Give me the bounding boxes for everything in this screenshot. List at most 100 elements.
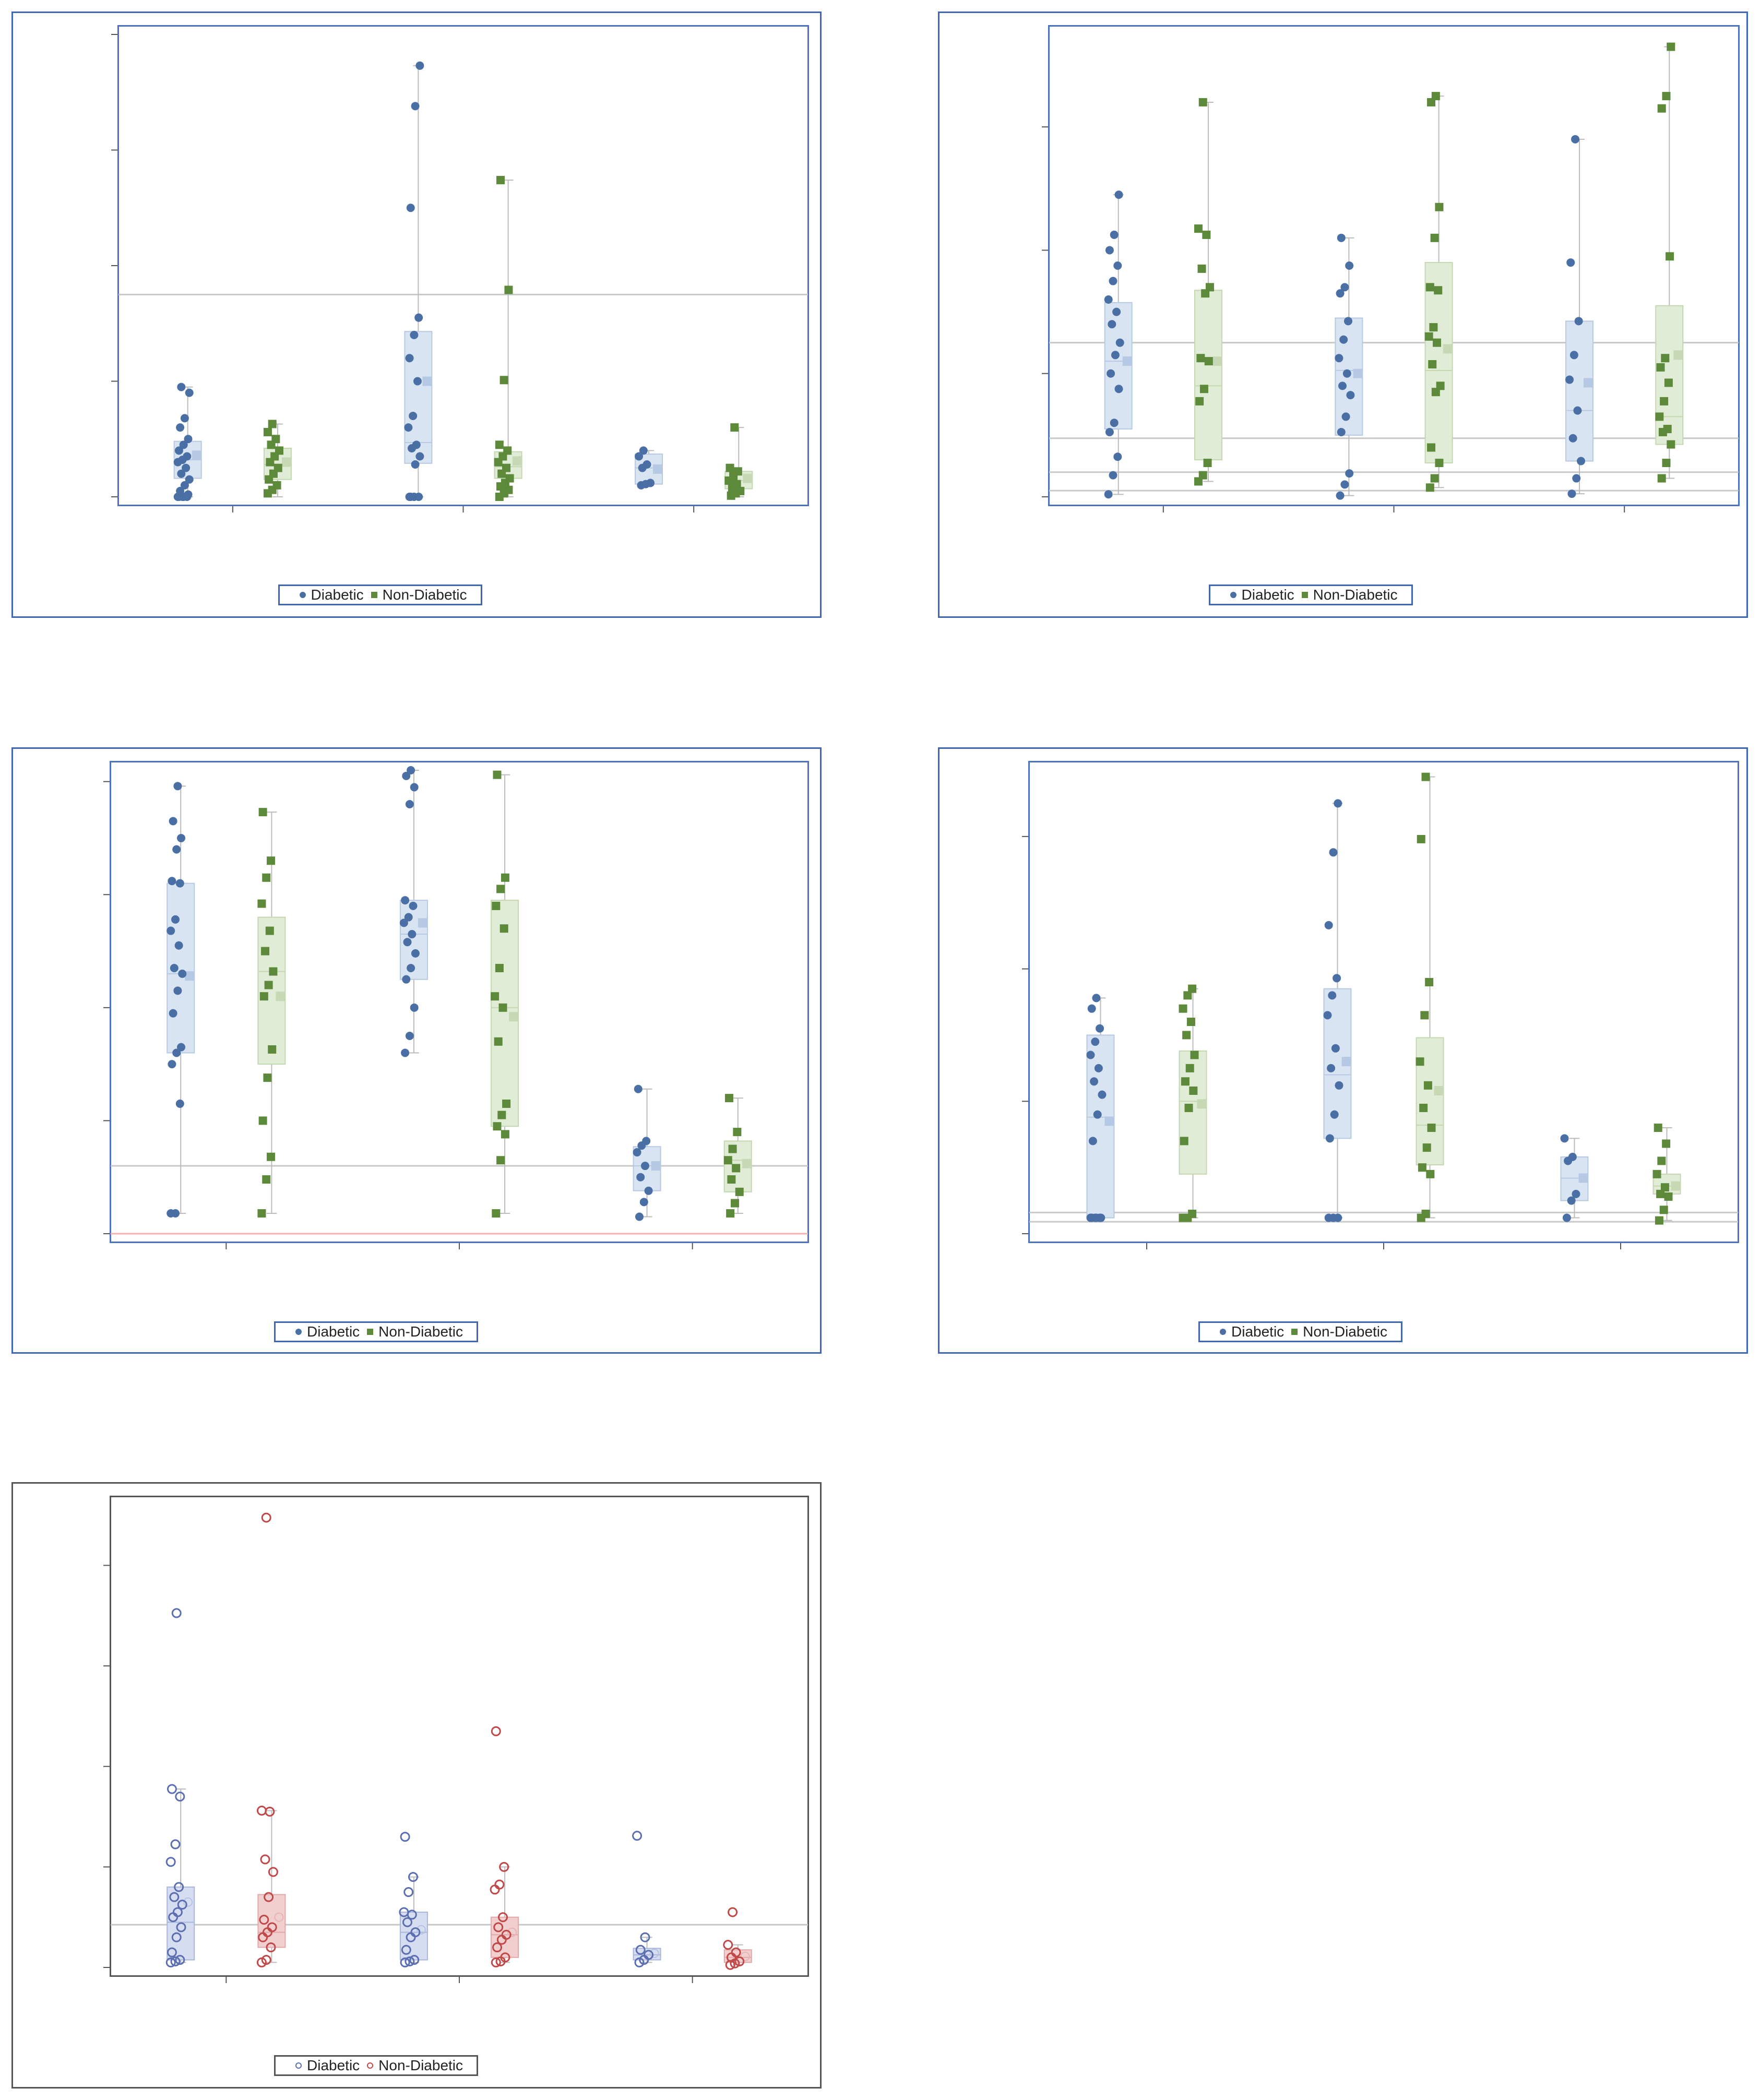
- data-point: [1667, 42, 1675, 51]
- legend-item-diabetic: Diabetic: [299, 587, 364, 603]
- data-point: [1115, 338, 1124, 347]
- data-point: [172, 845, 181, 854]
- data-point: [503, 446, 512, 455]
- data-point: [410, 1927, 421, 1938]
- data-point: [634, 1084, 643, 1093]
- data-point: [498, 1912, 508, 1923]
- box-diabetic-1: [1323, 799, 1352, 1222]
- legend-swatch-icon: [1230, 592, 1236, 598]
- legend-swatch-icon: [367, 1329, 374, 1335]
- data-point: [406, 204, 415, 212]
- data-point: [175, 1792, 185, 1802]
- data-point: [1428, 360, 1437, 369]
- data-point: [176, 423, 185, 432]
- plot-area: [117, 25, 809, 506]
- data-point: [639, 1198, 648, 1207]
- data-point: [1656, 1189, 1665, 1198]
- data-point: [415, 452, 424, 461]
- data-point: [268, 1867, 278, 1877]
- data-point: [271, 435, 280, 444]
- data-point: [635, 452, 644, 461]
- legend-swatch-icon: [1301, 592, 1308, 598]
- legend-item-diabetic: Diabetic: [1220, 1323, 1284, 1340]
- box-diabetic-0: [1104, 190, 1133, 499]
- data-point: [493, 770, 502, 779]
- data-point: [268, 420, 277, 428]
- data-point: [730, 423, 739, 432]
- data-point: [1188, 1209, 1197, 1218]
- data-point: [504, 485, 513, 494]
- data-point: [1423, 1081, 1432, 1090]
- legend-swatch-icon: [295, 1329, 302, 1335]
- data-point: [1181, 1077, 1190, 1086]
- data-point: [401, 896, 410, 905]
- data-point: [1190, 1051, 1199, 1059]
- legend-label: Diabetic: [1241, 587, 1294, 603]
- data-point: [500, 376, 508, 385]
- data-point: [264, 1892, 274, 1902]
- data-point: [265, 1806, 275, 1817]
- data-point: [264, 981, 273, 989]
- data-point: [1114, 190, 1123, 199]
- data-point: [1113, 261, 1122, 270]
- data-point: [1325, 1134, 1334, 1143]
- legend-label: Non-Diabetic: [1313, 587, 1398, 603]
- data-point: [1660, 1183, 1669, 1192]
- data-point: [1435, 459, 1444, 468]
- data-point: [171, 1209, 180, 1218]
- box-diabetic-2: [1565, 135, 1594, 498]
- data-point: [1337, 427, 1346, 436]
- data-point: [724, 1094, 733, 1103]
- data-point: [1572, 1189, 1580, 1198]
- data-point: [1104, 490, 1113, 499]
- mean-marker: [1212, 356, 1222, 366]
- data-point: [170, 1956, 181, 1966]
- legend-label: Non-Diabetic: [382, 587, 467, 603]
- data-point: [1109, 277, 1117, 285]
- data-point: [495, 440, 504, 449]
- data-point: [165, 1857, 176, 1867]
- data-point: [1420, 1011, 1429, 1020]
- data-point: [171, 1932, 182, 1942]
- box-diabetic-2: [635, 446, 663, 490]
- data-point: [174, 1882, 184, 1892]
- data-point: [170, 1839, 181, 1850]
- legend: Diabetic Non-Diabetic: [274, 2055, 479, 2076]
- data-point: [167, 926, 175, 935]
- legend-label: Diabetic: [311, 587, 364, 603]
- data-point: [1433, 338, 1442, 347]
- data-point: [1324, 921, 1333, 929]
- data-point: [1096, 1024, 1104, 1033]
- data-point: [266, 1942, 276, 1952]
- box-diabetic-0: [167, 782, 195, 1218]
- data-point: [1108, 320, 1116, 329]
- data-point: [1431, 92, 1440, 101]
- legend-item-non-diabetic: Non-Diabetic: [371, 587, 467, 603]
- data-point: [273, 463, 282, 472]
- data-point: [505, 474, 514, 483]
- data-point: [504, 285, 513, 294]
- legend-label: Non-Diabetic: [378, 2057, 463, 2073]
- data-point: [1664, 1192, 1673, 1201]
- data-point: [173, 782, 182, 791]
- data-point: [175, 1955, 185, 1965]
- data-point: [409, 901, 418, 910]
- data-point: [177, 1043, 186, 1052]
- data-point: [172, 1048, 181, 1057]
- data-point: [1662, 1139, 1671, 1148]
- data-point: [409, 1955, 420, 1965]
- data-point: [502, 1099, 511, 1108]
- box-diabetic-1: [404, 61, 433, 501]
- data-point: [732, 480, 741, 488]
- data-point: [1182, 1031, 1191, 1040]
- plot-area: [110, 761, 809, 1243]
- data-point: [184, 435, 193, 444]
- data-point: [405, 354, 414, 363]
- data-point: [726, 1209, 735, 1218]
- data-point: [632, 1831, 643, 1841]
- data-point: [1111, 351, 1120, 360]
- data-point: [491, 992, 500, 1001]
- mean-marker: [1578, 1173, 1588, 1183]
- data-point: [263, 427, 272, 436]
- box-non-diabetic-0: [257, 808, 286, 1218]
